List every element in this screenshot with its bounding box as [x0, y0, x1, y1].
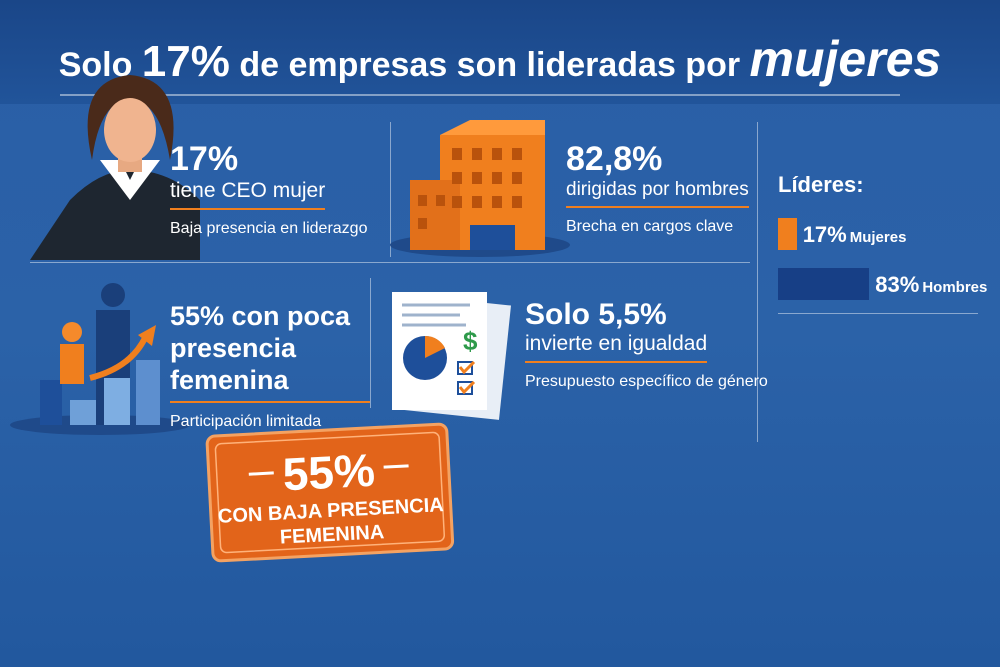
title-part: de empresas son lideradas por — [229, 46, 750, 84]
divider — [757, 122, 758, 442]
growth-icon — [10, 283, 190, 435]
title-part: 17% — [141, 37, 230, 86]
divider — [778, 313, 978, 314]
card-subtitle: tiene CEO mujer — [170, 179, 326, 210]
badge-shape — [205, 422, 455, 563]
ceo-icon — [30, 75, 200, 260]
card-subtitle: invierte en igualdad — [525, 332, 708, 363]
document-icon: $ — [392, 292, 511, 420]
card-headline: 17% — [170, 140, 239, 178]
title-part: mujeres — [749, 31, 942, 87]
bar — [778, 218, 797, 250]
leaders-title: Líderes: — [778, 172, 864, 197]
card-headline: 82,8% — [566, 140, 663, 178]
bar-name: Mujeres — [849, 229, 907, 246]
card-subtitle: dirigidas por hombres — [566, 179, 749, 208]
card-note: Brecha en cargos clave — [566, 218, 734, 235]
card: Solo 5,5% invierte en igualdad Presupues… — [525, 298, 768, 391]
card: 17% tiene CEO mujer Baja presencia en li… — [170, 140, 367, 238]
title: Solo 17% de empresas son lideradas por m… — [0, 30, 1000, 88]
divider — [370, 278, 371, 408]
dollar-icon: $ — [463, 326, 478, 356]
bar-value: 83% — [875, 272, 920, 297]
card-headline: 55% con poca presencia femenina — [170, 300, 370, 403]
bar-name: Hombres — [922, 279, 988, 296]
bar — [778, 268, 870, 300]
card: 55% con poca presencia femenina Particip… — [170, 300, 370, 431]
header-band — [0, 0, 1000, 104]
bar-value: 17% — [802, 222, 847, 247]
divider — [390, 122, 391, 257]
divider — [30, 262, 750, 263]
badge: 55% CON BAJA PRESENCIA FEMENINA — [212, 439, 447, 553]
card-note: Presupuesto específico de género — [525, 373, 768, 390]
bar-label: 17% Mujeres — [803, 222, 907, 248]
card-note: Baja presencia en liderazgo — [170, 220, 368, 237]
divider — [60, 94, 900, 96]
card: 82,8% dirigidas por hombres Brecha en ca… — [566, 140, 749, 236]
building-icon — [390, 120, 570, 257]
card-note: Participación limitada — [170, 413, 322, 430]
card-headline: Solo 5,5% — [525, 298, 667, 331]
bar-label: 83% Hombres — [875, 272, 987, 298]
